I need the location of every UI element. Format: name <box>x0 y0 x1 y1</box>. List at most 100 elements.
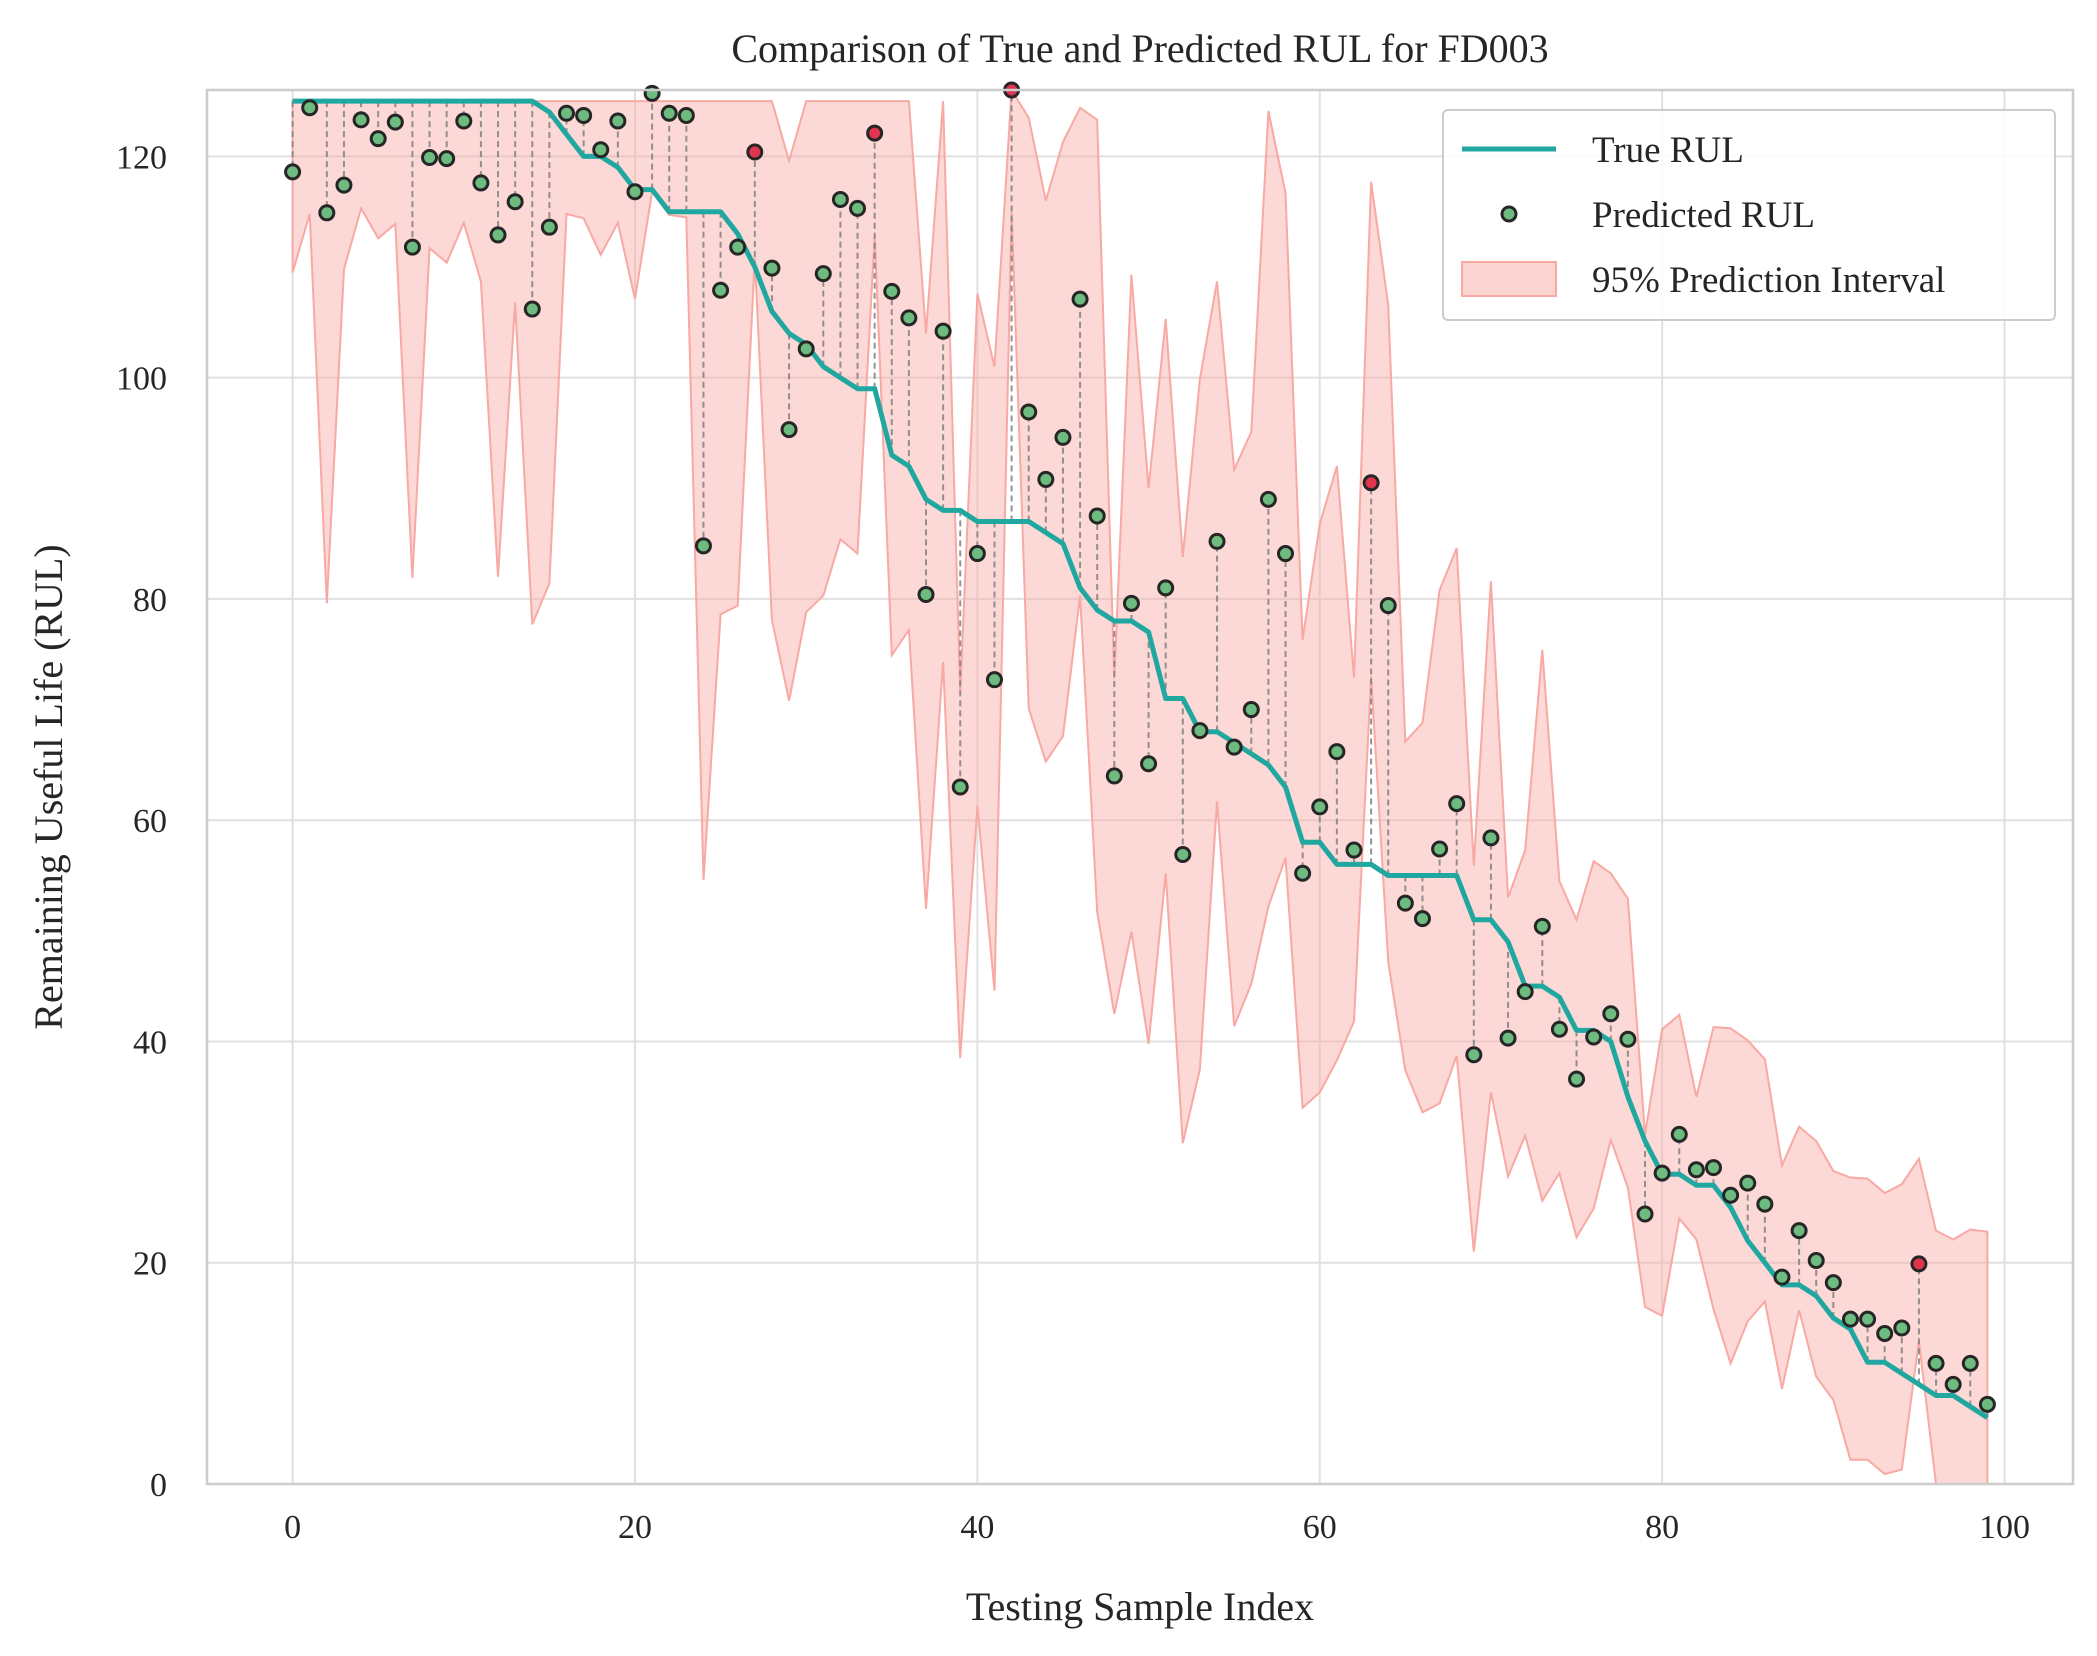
y-tick-label: 0 <box>150 1467 167 1504</box>
predicted-point <box>592 141 610 159</box>
predicted-point <box>1636 1205 1654 1223</box>
predicted-point <box>540 218 558 236</box>
y-axis-label: Remaining Useful Life (RUL) <box>26 544 71 1029</box>
predicted-point <box>1157 579 1175 597</box>
predicted-point <box>797 340 815 358</box>
x-axis-label: Testing Sample Index <box>966 1584 1314 1629</box>
predicted-point <box>985 671 1003 689</box>
predicted-point <box>335 176 353 194</box>
predicted-point <box>694 537 712 555</box>
predicted-point <box>968 545 986 563</box>
predicted-point <box>558 104 576 122</box>
predicted-point <box>1242 701 1260 719</box>
x-tick-label: 40 <box>960 1509 994 1546</box>
y-tick-label: 20 <box>133 1246 167 1283</box>
predicted-point <box>1876 1325 1894 1343</box>
predicted-point <box>455 112 473 130</box>
predicted-point <box>1722 1186 1740 1204</box>
y-tick-label: 60 <box>133 803 167 840</box>
predicted-point <box>626 183 644 201</box>
y-tick-label: 120 <box>116 139 167 176</box>
predicted-point <box>1174 845 1192 863</box>
predicted-point-outlier <box>866 124 884 142</box>
predicted-point <box>1653 1164 1671 1182</box>
predicted-point <box>523 300 541 318</box>
predicted-point <box>1585 1028 1603 1046</box>
predicted-point <box>1927 1354 1945 1372</box>
predicted-point <box>575 106 593 124</box>
predicted-point <box>1311 798 1329 816</box>
predicted-point <box>814 265 832 283</box>
legend: True RUL Predicted RUL 95% Prediction In… <box>1442 109 2056 321</box>
legend-label-true-rul: True RUL <box>1592 130 1744 171</box>
predicted-point <box>1191 722 1209 740</box>
y-tick-labels: 0 20 40 60 80 100 120 <box>116 139 167 1504</box>
predicted-point <box>438 150 456 168</box>
predicted-point <box>1208 532 1226 550</box>
predicted-point <box>883 282 901 300</box>
predicted-point <box>849 199 867 217</box>
predicted-point <box>1687 1161 1705 1179</box>
predicted-point <box>1140 755 1158 773</box>
predicted-point <box>780 421 798 439</box>
predicted-point <box>1961 1354 1979 1372</box>
predicted-point <box>643 84 661 102</box>
predicted-point <box>1037 470 1055 488</box>
predicted-point <box>284 163 302 181</box>
predicted-point <box>386 113 404 131</box>
predicted-point <box>917 585 935 603</box>
predicted-point <box>1790 1222 1808 1240</box>
x-tick-label: 100 <box>1979 1509 2030 1546</box>
predicted-point <box>1893 1319 1911 1337</box>
predicted-point <box>1328 743 1346 761</box>
predicted-point <box>660 104 678 122</box>
predicted-point-outlier <box>1910 1255 1928 1273</box>
predicted-point <box>421 148 439 166</box>
legend-label-predicted-rul: Predicted RUL <box>1592 195 1815 236</box>
x-tick-label: 0 <box>284 1509 301 1546</box>
predicted-point <box>1122 594 1140 612</box>
predicted-point <box>934 322 952 340</box>
x-tick-labels: 0 20 40 60 80 100 <box>284 1509 2030 1546</box>
predicted-point <box>1294 864 1312 882</box>
x-tick-label: 60 <box>1303 1509 1337 1546</box>
predicted-point-outlier <box>746 143 764 161</box>
legend-label-interval: 95% Prediction Interval <box>1592 260 1945 301</box>
predicted-point <box>301 99 319 117</box>
predicted-point <box>1568 1070 1586 1088</box>
predicted-point <box>472 174 490 192</box>
predicted-point <box>712 281 730 299</box>
predicted-point <box>1499 1029 1517 1047</box>
predicted-point <box>1619 1030 1637 1048</box>
grid-lines <box>207 90 2073 1485</box>
legend-box <box>1442 109 2056 321</box>
predicted-point <box>1773 1268 1791 1286</box>
legend-predicted-rul-swatch <box>1500 205 1518 223</box>
predicted-point <box>609 112 627 130</box>
error-lines <box>291 90 1989 1418</box>
predicted-point <box>951 778 969 796</box>
predicted-point <box>763 259 781 277</box>
predicted-point <box>1396 894 1414 912</box>
y-tick-label: 40 <box>133 1024 167 1061</box>
predicted-point <box>1482 829 1500 847</box>
predicted-point-outlier <box>1362 474 1380 492</box>
predicted-point <box>1670 1125 1688 1143</box>
true-rul-line-group <box>292 98 1989 1420</box>
true-rul-line <box>292 98 1989 1420</box>
predicted-point <box>1859 1310 1877 1328</box>
predicted-point <box>318 204 336 222</box>
predicted-point <box>1413 910 1431 928</box>
predicted-point <box>1824 1274 1842 1292</box>
predicted-point <box>831 191 849 209</box>
legend-interval-swatch <box>1461 261 1557 297</box>
chart-title: Comparison of True and Predicted RUL for… <box>731 26 1548 71</box>
predicted-point <box>1465 1046 1483 1064</box>
predicted-point <box>1259 490 1277 508</box>
predicted-point <box>1071 290 1089 308</box>
predicted-point <box>352 111 370 129</box>
predicted-point <box>1516 983 1534 1001</box>
predicted-point <box>1088 507 1106 525</box>
predicted-point <box>1345 841 1363 859</box>
